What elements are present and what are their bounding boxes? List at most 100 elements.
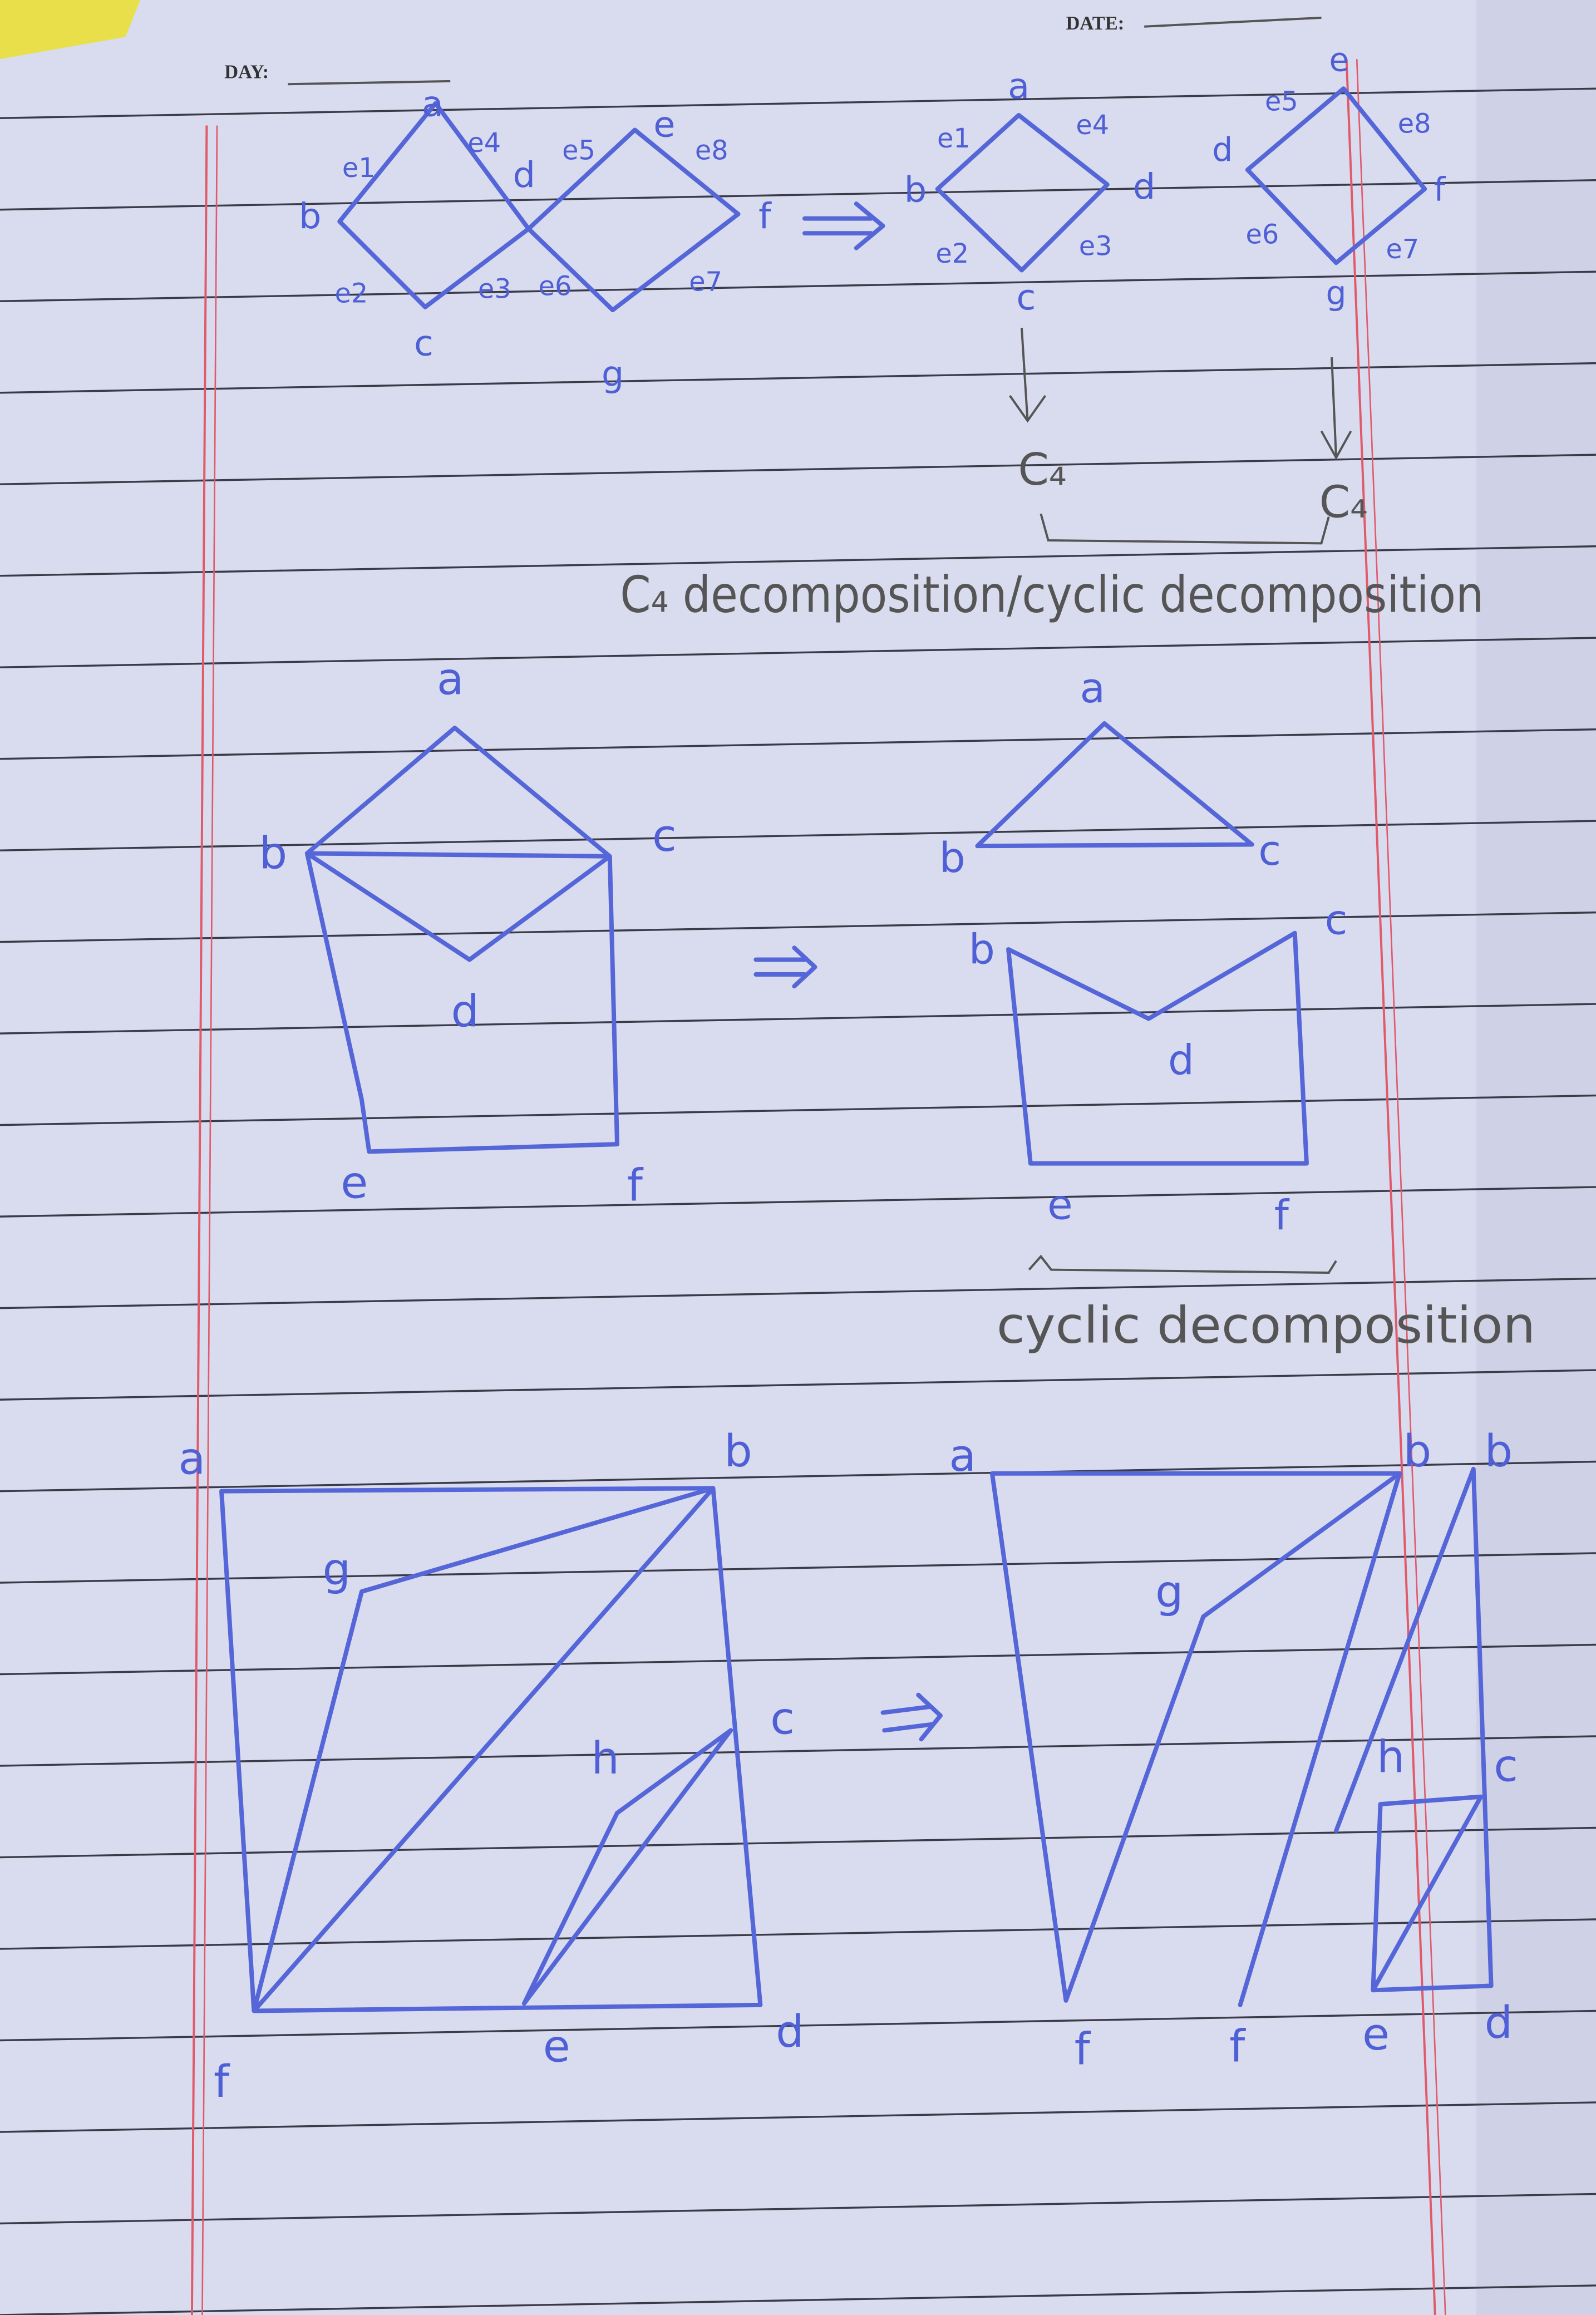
graph-edges [304, 725, 619, 1154]
ruled-line [0, 1003, 1596, 1035]
edge-label: e2 [935, 239, 969, 269]
edge-label: e1 [937, 124, 971, 154]
vertex-label: e [1362, 2008, 1390, 2060]
ruled-line [0, 820, 1596, 851]
vertex-label: h [592, 1732, 619, 1784]
vertex-label: d [513, 155, 535, 196]
edge-label: e1 [342, 153, 376, 184]
ruled-line [0, 545, 1596, 577]
vertex-label: e [341, 1156, 368, 1208]
vertex-label: a [437, 653, 464, 705]
edge-label: e6 [539, 271, 572, 302]
ruled-line [0, 1277, 1596, 1309]
ruled-line [0, 1552, 1596, 1584]
vertex-label: d [451, 986, 479, 1037]
cycle-edges [989, 1471, 1402, 2003]
diagrams [219, 86, 1494, 2013]
caption: C₄ decomposition/cyclic decomposition [620, 565, 1484, 624]
margin-line [190, 125, 208, 2315]
implies-arrow [802, 201, 885, 250]
down-arrows [1009, 327, 1352, 460]
margin-line [1356, 59, 1446, 2315]
cycle-edges [935, 112, 1110, 273]
vertex-label: a [422, 84, 444, 125]
labels: a b c d e f g e1 e4 e5 e8 e2 e3 e6 e7 a b d c e1 e4 e2 e3 e d f g e… [179, 41, 1536, 2108]
vertex-label: f [758, 196, 772, 237]
vertex-label: g [602, 354, 624, 395]
vertex-label: g [1326, 274, 1347, 312]
vertex-label: b [969, 925, 995, 974]
vertex-label: c [652, 810, 677, 861]
vertex-label: a [949, 1430, 976, 1481]
vertex-label: b [939, 834, 966, 882]
graph-edges [219, 1486, 763, 2013]
vertex-label: d [1168, 1036, 1194, 1085]
caption: cyclic decomposition [997, 1297, 1535, 1355]
vertex-label: b [259, 828, 288, 879]
edge-label: e5 [1265, 87, 1298, 117]
vertex-label: e [1329, 41, 1349, 79]
implies-arrow [753, 945, 817, 989]
edge-label: e3 [1079, 232, 1112, 262]
vertex-label: d [776, 2006, 804, 2057]
date-blank [1144, 16, 1322, 28]
vertex-label: f [214, 2056, 230, 2107]
vertex-label: c [770, 1692, 795, 1744]
edge-label: e2 [335, 279, 368, 309]
implies-arrow [880, 1692, 943, 1742]
vertex-label: c [1325, 896, 1348, 944]
ruled-line [0, 1735, 1596, 1767]
margin-line [1345, 59, 1436, 2315]
ruled-line [0, 2101, 1596, 2133]
ruled-line [0, 1643, 1596, 1676]
vertex-label: f [1075, 2023, 1091, 2075]
vertex-label: c [1494, 1740, 1518, 1791]
vertex-label: f [1274, 1191, 1290, 1239]
ruled-line [0, 2284, 1596, 2315]
vertex-label: b [299, 196, 321, 237]
ruled-line [0, 179, 1596, 211]
next-page [1476, 0, 1596, 2315]
edge-label: e8 [1398, 109, 1431, 140]
ruled-line [0, 1918, 1596, 1950]
edge-label: e7 [1386, 234, 1420, 265]
vertex-label: a [179, 1432, 206, 1484]
ruled-line [0, 87, 1596, 119]
ruled-line [0, 728, 1596, 760]
date-label: DATE: [1066, 13, 1125, 34]
edge-label: e4 [467, 128, 501, 159]
cycle-edges [1245, 86, 1427, 265]
edge-label: e3 [478, 274, 511, 305]
cycle-type: C₄ [1018, 444, 1066, 495]
vertex-label: c [414, 323, 434, 364]
vertex-label: c [1016, 277, 1036, 318]
highlighter [0, 0, 141, 60]
ruled-line [0, 911, 1596, 943]
vertex-label: b [1403, 1425, 1432, 1477]
ruled-lines [0, 87, 1596, 2315]
vertex-label: e [1047, 1181, 1073, 1229]
day-label: DAY: [224, 62, 269, 83]
cycle-edges [1238, 1466, 1494, 2007]
bracket [1028, 1254, 1337, 1274]
vertex-label: h [1377, 1731, 1405, 1782]
edge-label: e7 [689, 267, 722, 297]
vertex-label: f [627, 1160, 644, 1211]
vertex-label: e [653, 105, 675, 146]
graph-edges [337, 101, 741, 313]
vertex-label: c [1258, 826, 1281, 875]
ruled-line [0, 637, 1596, 668]
vertex-label: e [543, 2020, 570, 2072]
cycle-edges [1006, 930, 1309, 1166]
ruled-line [0, 2193, 1596, 2225]
vertex-label: d [1485, 1997, 1513, 2048]
ruled-line [0, 1186, 1596, 1218]
vertex-label: d [1212, 131, 1233, 169]
vertex-label: g [1155, 1565, 1184, 1617]
vertex-label: f [1229, 2020, 1246, 2072]
ruled-line [0, 1369, 1596, 1401]
ruled-line [0, 454, 1596, 485]
vertex-label: b [724, 1425, 752, 1477]
